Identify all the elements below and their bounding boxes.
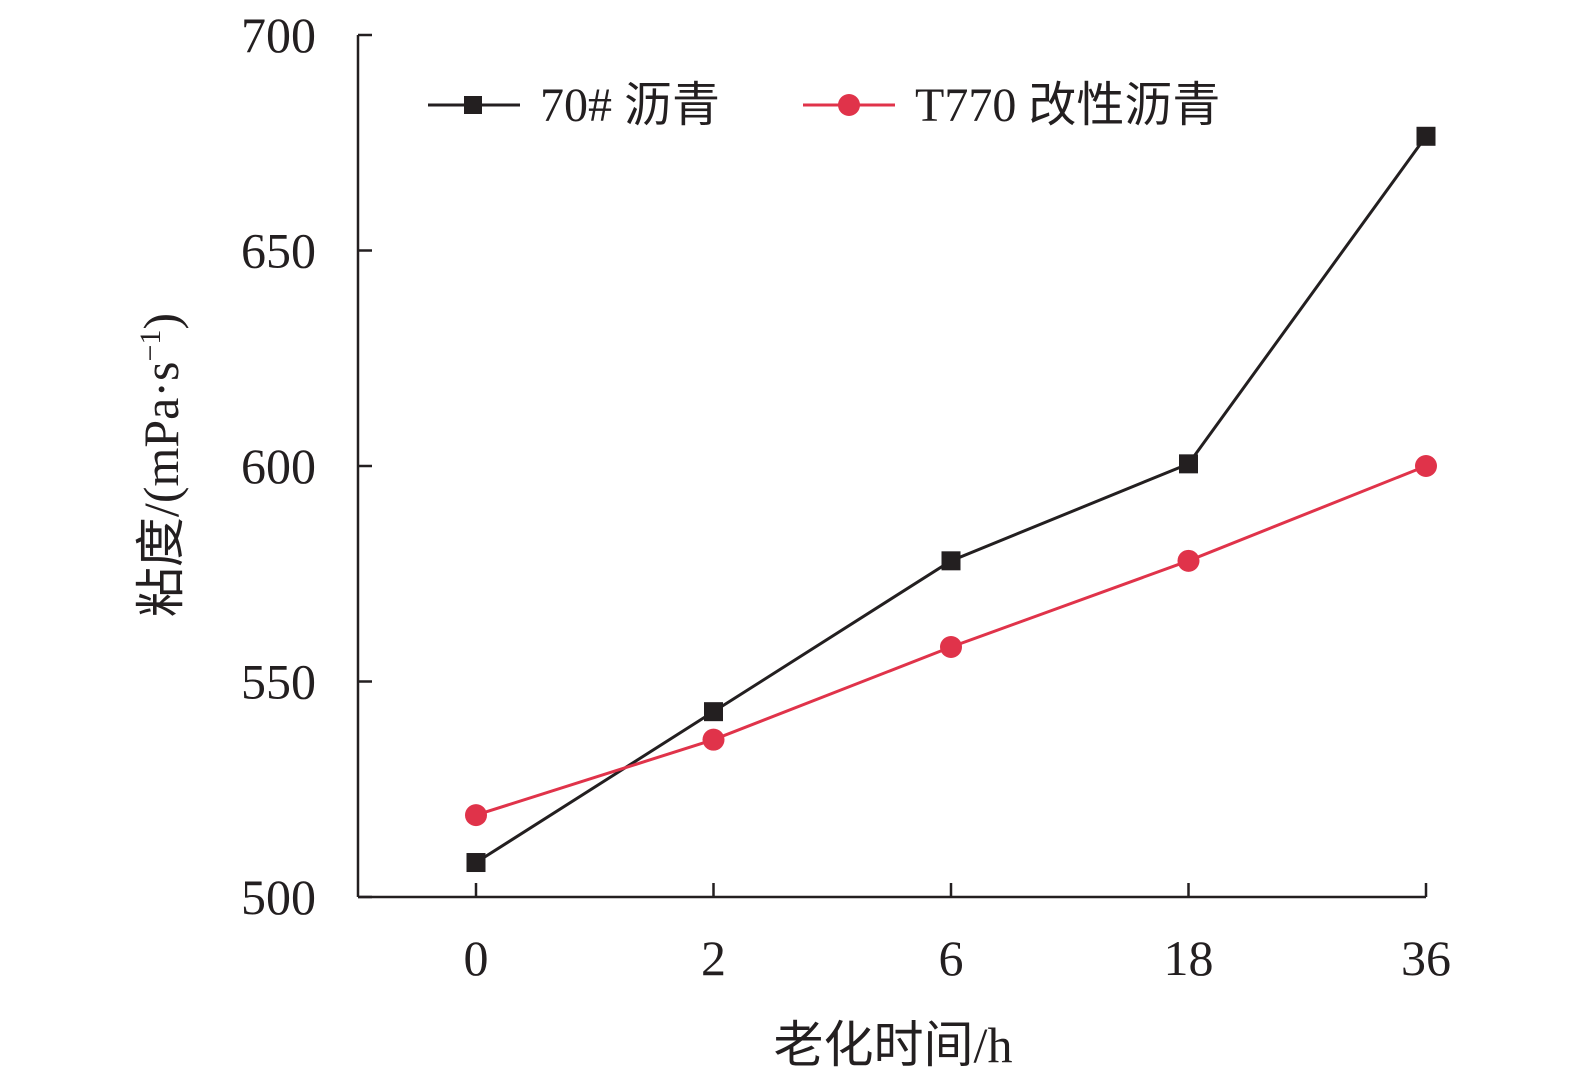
legend-label-t770: T770 改性沥青 [915, 79, 1220, 132]
data-point-square [466, 853, 486, 873]
data-point-circle [940, 636, 962, 659]
data-point-circle [465, 804, 487, 827]
legend-marker-70 [464, 96, 482, 114]
y-axis-title-close: ) [133, 313, 189, 330]
y-tick-label: 700 [241, 7, 316, 63]
x-axis-ticks: 0 2 6 18 36 [464, 883, 1451, 986]
series-1 [466, 126, 1436, 873]
x-tick-label: 2 [701, 930, 726, 986]
x-tick-label: 36 [1401, 930, 1451, 986]
legend-marker-t770 [838, 94, 860, 116]
x-axis-title: 老化时间/h [774, 1017, 1013, 1073]
y-axis-title-main: 粘度/(mPa·s [133, 362, 189, 618]
x-tick-label: 18 [1164, 930, 1214, 986]
data-point-square [704, 702, 723, 722]
y-tick-label: 500 [241, 869, 316, 925]
y-tick-label: 550 [241, 654, 316, 710]
axes [356, 35, 1426, 899]
data-point-square [1416, 126, 1436, 146]
y-tick-label: 600 [241, 438, 316, 494]
y-axis-title-superscript: −1 [134, 330, 167, 362]
series-line [475, 135, 1428, 864]
data-point-square [1179, 454, 1198, 474]
legend-label-70: 70# 沥青 [540, 79, 720, 132]
legend: 70# 沥青 T770 改性沥青 [428, 79, 1220, 132]
y-axis-ticks: 500 550 600 650 700 [241, 7, 372, 925]
data-point-circle [1415, 455, 1437, 477]
data-point-square [941, 551, 961, 571]
series-2 [465, 455, 1437, 827]
data-point-circle [1177, 549, 1200, 572]
x-tick-label: 6 [939, 930, 964, 986]
y-tick-label: 650 [241, 223, 316, 279]
series-layer [465, 126, 1437, 873]
data-point-circle [702, 728, 725, 751]
y-axis-title: 粘度/(mPa·s−1) [133, 313, 189, 617]
x-tick-label: 0 [464, 930, 489, 986]
